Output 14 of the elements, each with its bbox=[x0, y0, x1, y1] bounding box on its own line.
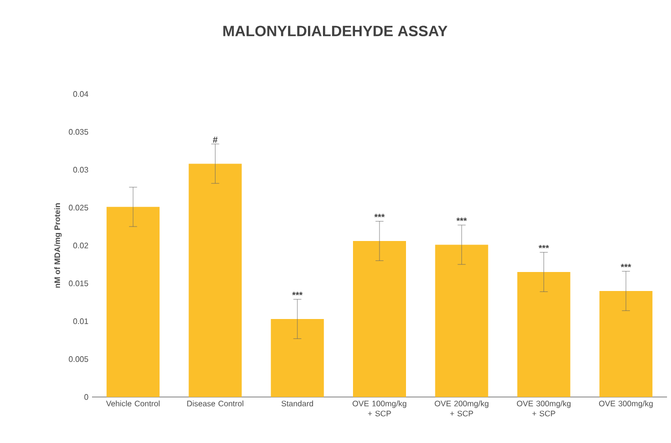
bar bbox=[188, 164, 242, 397]
bar bbox=[353, 240, 406, 397]
annotation: # bbox=[212, 136, 218, 143]
bar bbox=[435, 244, 488, 397]
annotation: *** bbox=[456, 218, 467, 222]
bar bbox=[517, 272, 570, 397]
annotation: *** bbox=[292, 292, 303, 296]
chart-title: MALONYLDIALDEHYDE ASSAY bbox=[223, 26, 448, 36]
bar bbox=[106, 206, 160, 397]
annotation: *** bbox=[374, 214, 385, 218]
annotation: *** bbox=[620, 264, 632, 268]
bar bbox=[270, 318, 324, 397]
bar bbox=[599, 290, 652, 397]
annotation: *** bbox=[538, 244, 550, 248]
